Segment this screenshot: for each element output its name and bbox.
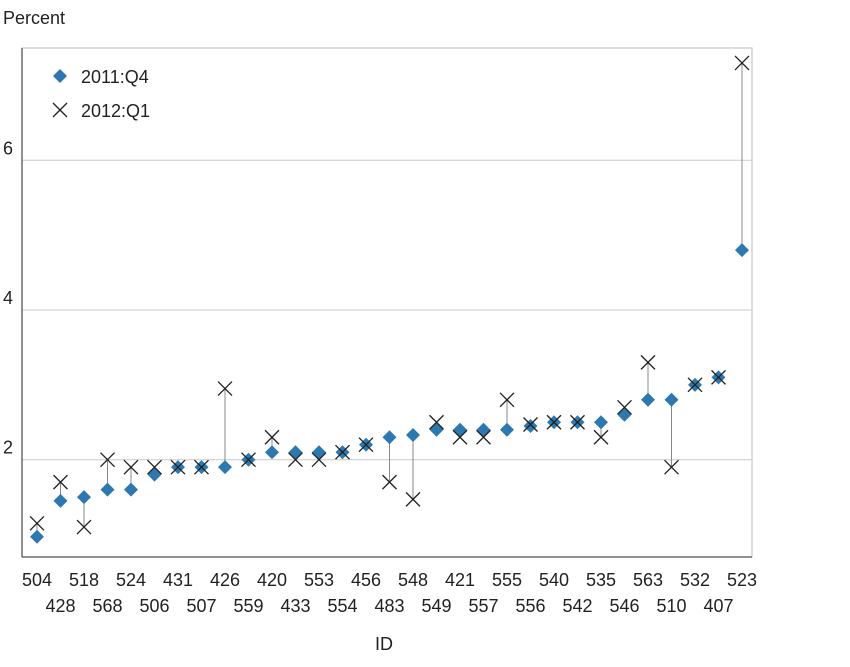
x-tick-label: 510 — [656, 596, 686, 616]
point-2012q1 — [170, 459, 186, 475]
y-tick-label: 4 — [3, 288, 13, 308]
x-tick-label: 433 — [280, 596, 310, 616]
point-2011q4 — [312, 445, 326, 460]
x-tick-label: 456 — [351, 570, 381, 590]
point-2011q4 — [664, 392, 679, 407]
point-2012q1 — [617, 399, 632, 415]
point-2011q4 — [735, 243, 749, 258]
point-2012q1 — [76, 519, 92, 535]
legend-marker-2012q1 — [52, 102, 68, 118]
point-2011q4 — [30, 529, 44, 544]
x-tick-label: 504 — [22, 570, 52, 590]
point-2012q1 — [499, 392, 515, 408]
x-tick-label: 563 — [633, 570, 663, 590]
point-2011q4 — [218, 460, 232, 475]
x-tick-label: 506 — [139, 596, 169, 616]
x-tick-label: 507 — [186, 596, 216, 616]
point-2011q4 — [147, 467, 162, 482]
x-tick-label: 568 — [92, 596, 122, 616]
point-2011q4 — [594, 415, 608, 430]
point-2011q4 — [500, 422, 514, 437]
point-2012q1 — [358, 437, 374, 453]
x-tick-label: 421 — [445, 570, 475, 590]
point-2011q4 — [476, 422, 491, 437]
x-tick-label: 542 — [562, 596, 592, 616]
point-2011q4 — [617, 407, 632, 422]
point-2012q1 — [264, 429, 280, 445]
x-tick-label: 549 — [421, 596, 451, 616]
point-2012q1 — [523, 417, 538, 432]
point-2012q1 — [382, 474, 397, 490]
point-2012q1 — [687, 377, 703, 393]
x-tick-label: 518 — [69, 570, 99, 590]
x-tick-label: 554 — [327, 596, 357, 616]
x-tick-label: 535 — [586, 570, 616, 590]
point-2011q4 — [382, 430, 397, 445]
x-tick-label: 426 — [210, 570, 240, 590]
x-tick-label: 548 — [398, 570, 428, 590]
point-2012q1 — [53, 474, 68, 490]
point-2012q1 — [546, 414, 562, 430]
x-tick-label: 557 — [468, 596, 498, 616]
x-tick-label: 553 — [304, 570, 334, 590]
point-2012q1 — [405, 491, 421, 507]
legend-marker-2011q4 — [53, 69, 67, 83]
y-tick-label: 6 — [3, 138, 13, 158]
point-2012q1 — [570, 414, 585, 430]
point-2012q1 — [241, 452, 256, 468]
legend-label-2011q4: 2011:Q4 — [81, 67, 149, 87]
point-2012q1 — [194, 459, 209, 475]
x-tick-label: 532 — [680, 570, 710, 590]
point-2012q1 — [335, 444, 350, 460]
x-tick-label: 546 — [609, 596, 639, 616]
x-tick-label: 556 — [515, 596, 545, 616]
x-tick-label: 559 — [233, 596, 263, 616]
point-2012q1 — [640, 354, 656, 370]
point-2012q1 — [593, 429, 609, 445]
y-tick-label: 2 — [3, 438, 13, 458]
point-2012q1 — [429, 414, 444, 430]
x-tick-label: 428 — [45, 596, 75, 616]
x-axis-label: ID — [375, 634, 393, 654]
point-2012q1 — [29, 515, 45, 531]
point-2011q4 — [406, 427, 420, 442]
point-2011q4 — [288, 445, 303, 460]
point-2011q4 — [429, 422, 444, 437]
point-2011q4 — [453, 422, 467, 437]
point-2012q1 — [476, 429, 491, 445]
point-2011q4 — [77, 490, 91, 505]
x-tick-label: 431 — [163, 570, 193, 590]
x-tick-label: 523 — [727, 570, 757, 590]
point-2012q1 — [217, 381, 233, 397]
point-2011q4 — [53, 493, 68, 508]
point-2011q4 — [100, 482, 115, 497]
x-tick-label: 555 — [492, 570, 522, 590]
point-2011q4 — [124, 482, 138, 497]
x-tick-label: 524 — [116, 570, 146, 590]
point-2012q1 — [311, 452, 327, 468]
point-2011q4 — [641, 392, 655, 407]
point-2012q1 — [123, 459, 139, 475]
point-2012q1 — [147, 459, 162, 475]
y-axis-label: Percent — [3, 8, 66, 28]
x-tick-label: 407 — [703, 596, 733, 616]
point-2012q1 — [452, 429, 468, 445]
point-2011q4 — [523, 419, 538, 434]
x-tick-label: 483 — [374, 596, 404, 616]
point-2012q1 — [711, 369, 726, 385]
x-tick-label: 420 — [257, 570, 287, 590]
x-tick-label: 540 — [539, 570, 569, 590]
point-2012q1 — [100, 452, 115, 468]
legend-label-2012q1: 2012:Q1 — [81, 101, 150, 121]
point-2012q1 — [288, 452, 303, 468]
point-2012q1 — [734, 55, 750, 71]
point-2012q1 — [664, 459, 679, 475]
point-2011q4 — [265, 445, 279, 460]
